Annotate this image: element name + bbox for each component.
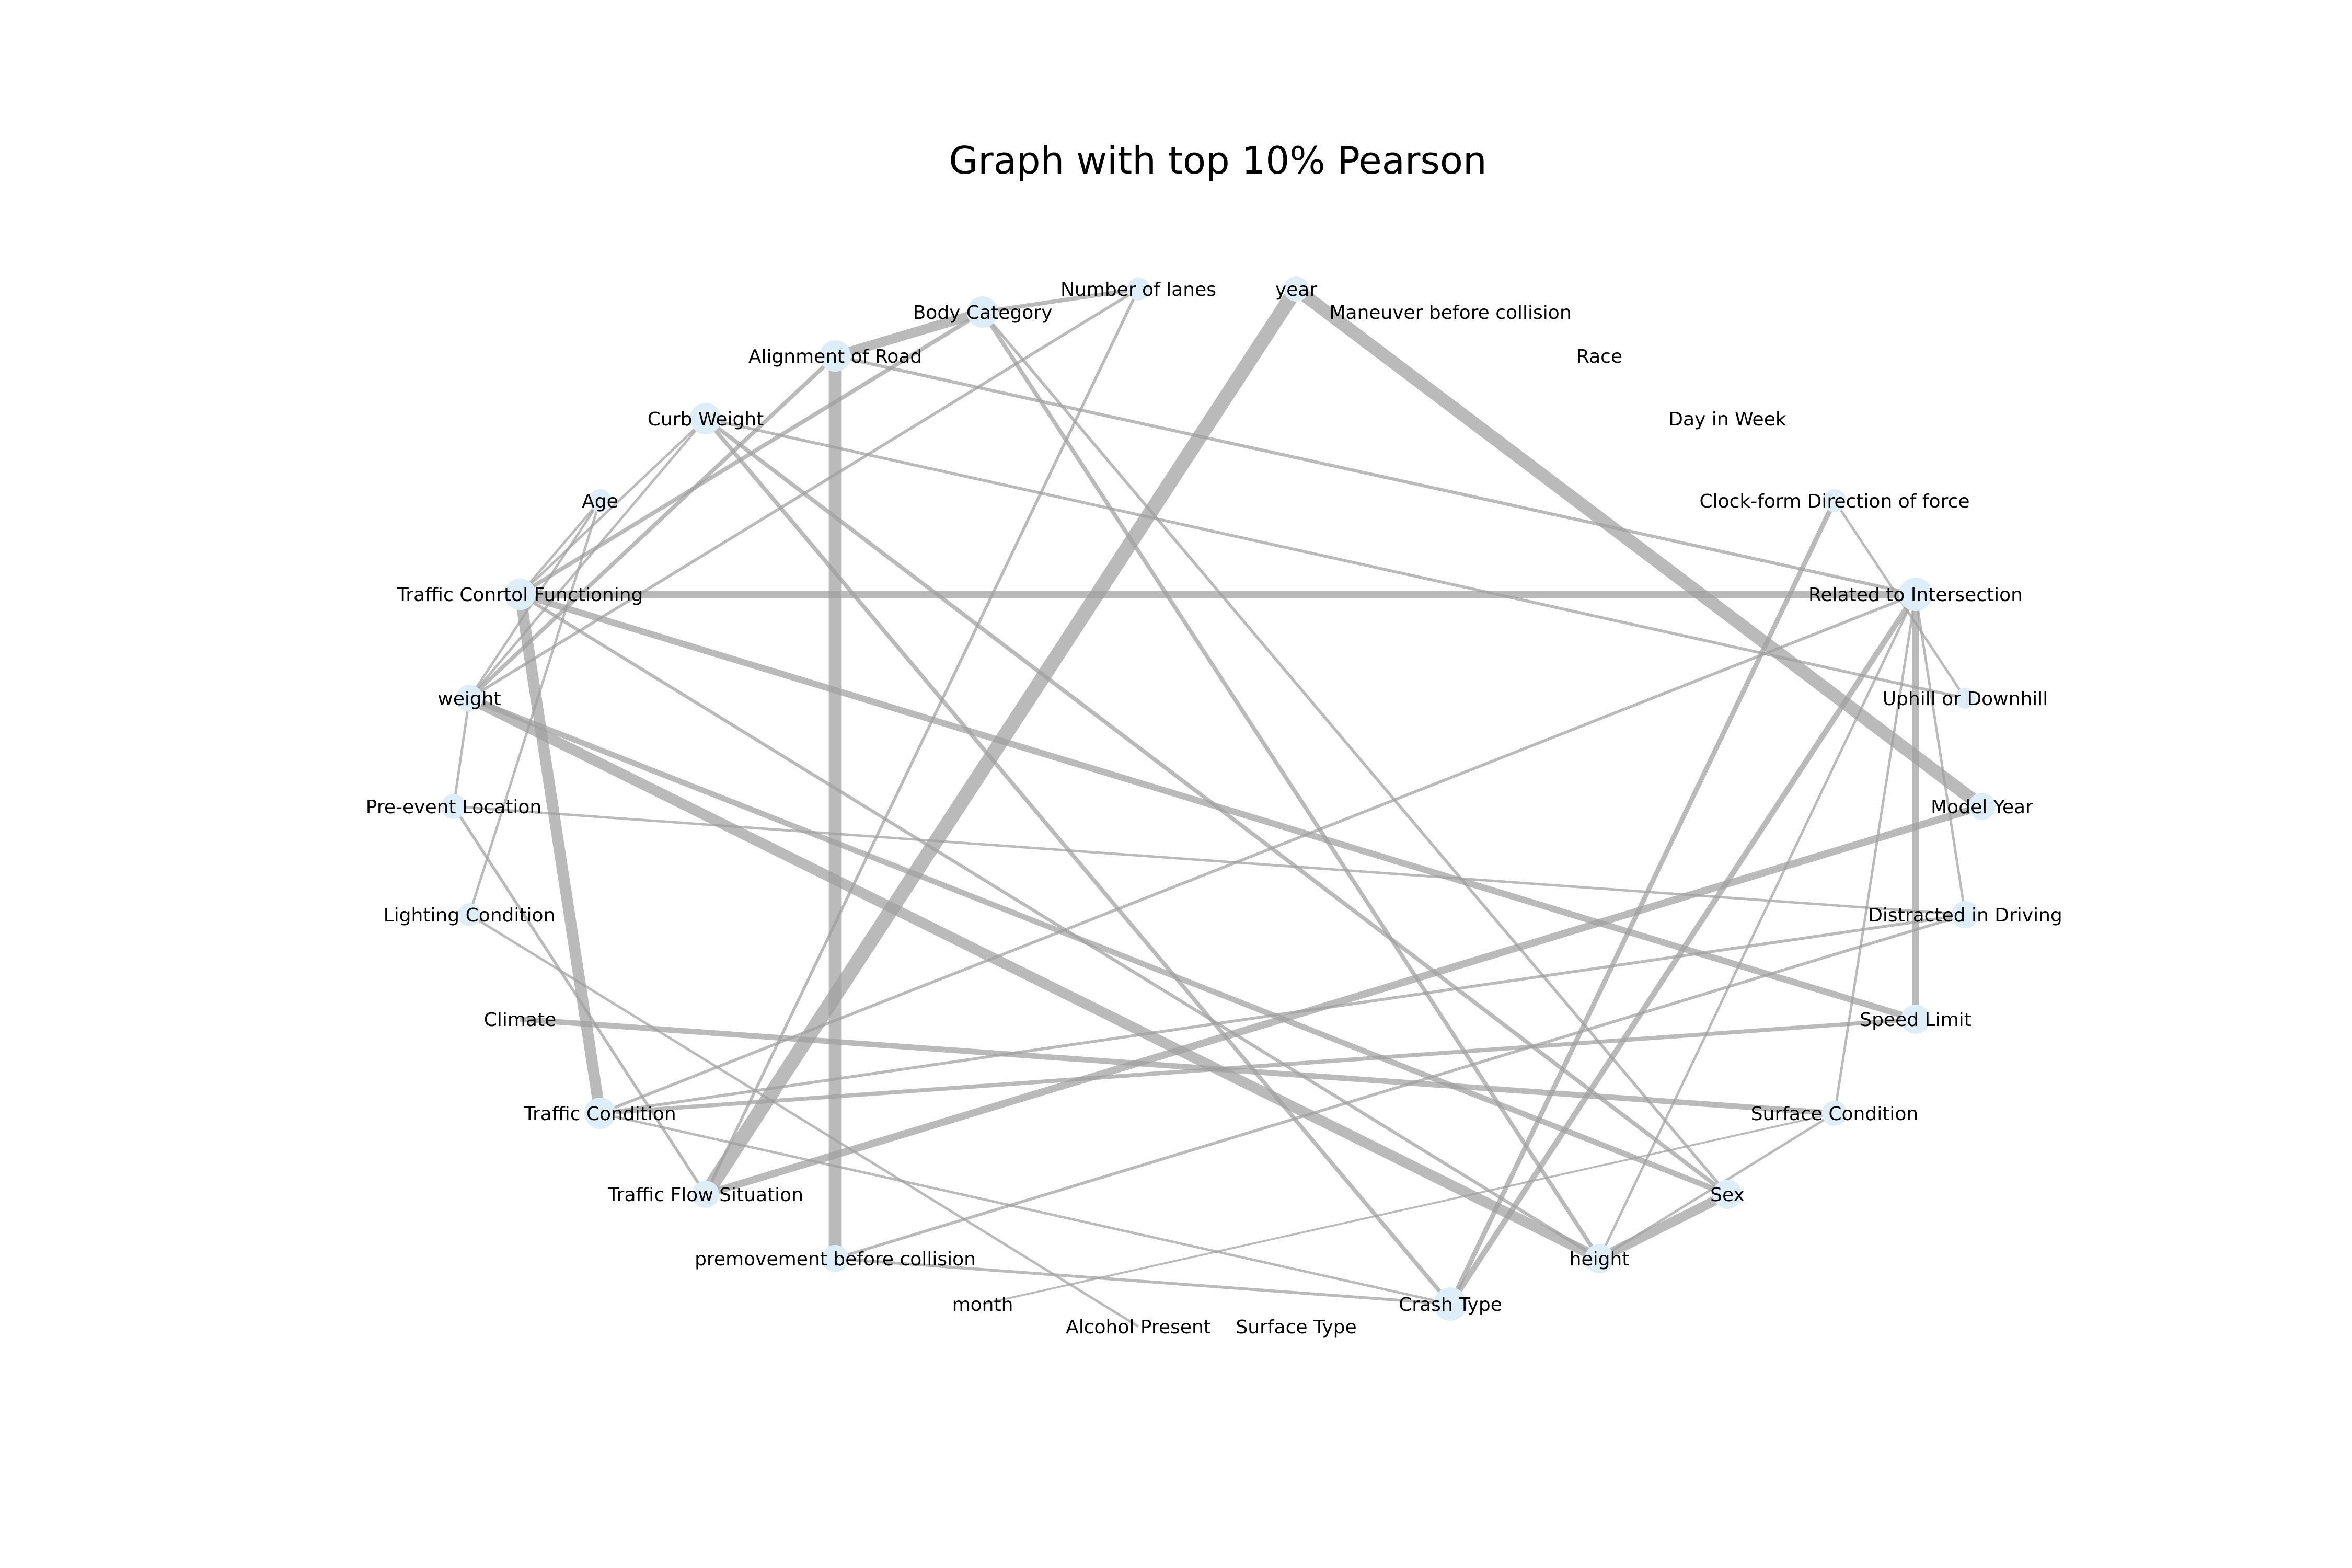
node-lanes [1127, 278, 1150, 301]
node-trafficflow [692, 1181, 719, 1208]
edge-weight-height [467, 693, 1602, 1264]
node-curbweight [690, 403, 721, 434]
node-bodycat [967, 296, 998, 328]
node-label-related: Related to Intersection [1808, 584, 2023, 606]
node-speedlimit [1901, 1005, 1930, 1034]
node-label-alignment: Alignment of Road [748, 346, 922, 367]
label-layer: year Maneuver before collision Race Day in … [366, 279, 2062, 1338]
node-label-age: Age [582, 491, 618, 512]
edge-related-distracted [1914, 594, 1967, 915]
edge-bodycat-height [981, 310, 1601, 1260]
node-weight [456, 685, 483, 712]
node-preevent [441, 794, 466, 819]
edge-climate-surfacecond [520, 1016, 1835, 1116]
node-distracted [1952, 901, 1979, 928]
node-label-premovement: premovement before collision [695, 1249, 976, 1270]
edge-alignment-related [835, 354, 1916, 596]
edge-related-height [1598, 593, 1917, 1260]
edge-premovement-crashtype [835, 1257, 1451, 1306]
node-label-trafficcond: Traffic Condition [523, 1103, 676, 1125]
edge-preevent-trafficflow [452, 805, 707, 1195]
edge-premovement-distracted [835, 913, 1966, 1260]
node-label-trafficflow: Traffic Flow Situation [607, 1184, 803, 1206]
node-label-race: Race [1576, 346, 1622, 367]
node-label-weight: weight [437, 688, 501, 710]
edge-curbweight-uphill [705, 417, 1966, 700]
node-premovement [822, 1245, 849, 1272]
edge-curbweight-sex [704, 417, 1729, 1196]
edge-weight-preevent [452, 698, 471, 807]
node-label-clockform: Clock-form Direction of force [1699, 491, 1969, 512]
edge-related-surfacecond [1833, 594, 1917, 1114]
edge-bodycat-sex [981, 311, 1729, 1195]
edge-layer [452, 284, 1986, 1328]
node-label-speedlimit: Speed Limit [1860, 1009, 1971, 1031]
node-trafficcontrol [504, 579, 536, 610]
edge-preevent-distracted [453, 805, 1966, 916]
node-layer [441, 276, 1996, 1321]
edge-trafficcond-crashtype [599, 1112, 1451, 1306]
node-label-sex: Sex [1710, 1184, 1745, 1206]
node-related [1899, 578, 1932, 611]
node-label-trafficcontrol: Traffic Conrtol Functioning [397, 584, 643, 606]
edge-year-modelyear [1292, 284, 1986, 812]
edge-lighting-age [468, 500, 602, 915]
node-surfacecond [1822, 1101, 1847, 1126]
node-label-modelyear: Model Year [1931, 797, 2033, 818]
edge-trafficcond-related [599, 593, 1917, 1115]
node-label-bodycat: Body Category [913, 302, 1053, 324]
node-label-curbweight: Curb Weight [648, 409, 764, 430]
node-label-lighting: Lighting Condition [384, 905, 556, 926]
edge-weight-lanes [468, 287, 1139, 700]
node-label-surfacetype: Surface Type [1236, 1317, 1356, 1338]
edge-trafficcontrol-curbweight [519, 418, 707, 595]
graph-title: Graph with top 10% Pearson [949, 139, 1486, 182]
node-label-alcohol: Alcohol Present [1066, 1317, 1211, 1338]
node-label-month: month [952, 1294, 1013, 1316]
node-label-surfacecond: Surface Condition [1751, 1103, 1918, 1125]
edge-weight-curbweight [468, 418, 707, 699]
edge-trafficcond-speedlimit [599, 1017, 1916, 1115]
edge-trafficcontrol-age [519, 500, 601, 595]
edge-alignment-bodycat [834, 307, 984, 361]
node-label-year: year [1275, 279, 1318, 301]
edge-trafficflow-modelyear [704, 803, 1984, 1198]
node-label-lanes: Number of lanes [1060, 279, 1216, 301]
node-height [1585, 1244, 1614, 1273]
node-label-height: height [1570, 1249, 1630, 1270]
node-label-preevent: Pre-event Location [366, 797, 541, 818]
node-modelyear [1968, 793, 1996, 820]
node-sex [1713, 1180, 1742, 1209]
node-uphill [1955, 688, 1976, 709]
edge-height-sex [1597, 1190, 1730, 1263]
edge-trafficcontrol-height [519, 593, 1600, 1260]
node-label-dayinweek: Day in Week [1668, 409, 1786, 430]
edge-curbweight-crashtype [704, 417, 1452, 1306]
node-label-maneuver: Maneuver before collision [1329, 302, 1571, 324]
edge-lighting-alcohol [468, 913, 1139, 1328]
node-crashtype [1434, 1287, 1467, 1321]
edge-bodycat-lanes [982, 287, 1139, 314]
edge-weight-alignment [468, 354, 837, 700]
node-label-uphill: Uphill or Downhill [1883, 688, 2048, 710]
node-year [1284, 276, 1309, 302]
node-clockform [1823, 489, 1846, 512]
edge-month-surfacecond [982, 1112, 1835, 1305]
edge-related-crashtype [1448, 593, 1918, 1306]
edge-weight-sex [468, 695, 1728, 1197]
node-lighting [458, 903, 481, 926]
node-alignment [820, 340, 851, 372]
node-age [589, 489, 612, 512]
edge-trafficcond-distracted [599, 913, 1966, 1115]
node-trafficcond [584, 1098, 616, 1129]
edge-crashtype-clockform [1448, 499, 1837, 1306]
node-label-distracted: Distracted in Driving [1868, 905, 2062, 926]
node-label-climate: Climate [484, 1009, 557, 1031]
node-label-crashtype: Crash Type [1399, 1294, 1502, 1316]
